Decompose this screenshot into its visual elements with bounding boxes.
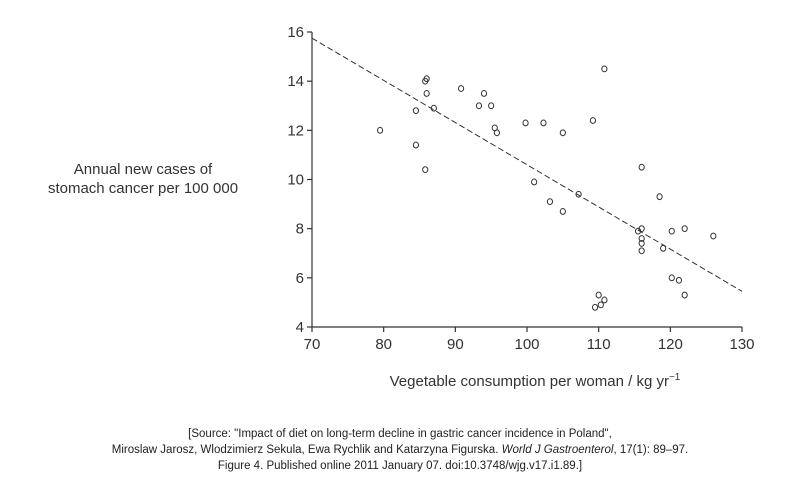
- data-point-34: [660, 244, 667, 252]
- x-axis-label: Vegetable consumption per woman / kg yr−…: [310, 372, 760, 390]
- x-tick-label-5: 120: [658, 336, 683, 353]
- data-point-29: [638, 225, 645, 233]
- source-line-1: [Source: "Impact of diet on long-term de…: [188, 428, 612, 440]
- data-point-26: [601, 296, 608, 304]
- x-axis-label-sup: −1: [668, 372, 681, 383]
- data-point-21: [589, 117, 597, 124]
- y-tick-label-6: 16: [287, 24, 304, 41]
- data-point-2: [412, 141, 420, 149]
- data-points: [376, 65, 717, 311]
- data-point-19: [559, 208, 566, 215]
- y-tick-label-3: 10: [287, 172, 304, 189]
- data-point-36: [668, 274, 675, 282]
- data-point-10: [480, 90, 488, 97]
- source-authors: Miroslaw Jarosz, Wlodzimierz Sekula, Ewa…: [111, 444, 502, 456]
- y-axis-label-line-2: stomach cancer per 100 000: [47, 180, 239, 197]
- data-point-4: [423, 75, 430, 83]
- data-point-40: [710, 232, 717, 240]
- data-point-32: [638, 247, 645, 255]
- x-tick-label-1: 80: [375, 336, 392, 353]
- source-line-2: Miroslaw Jarosz, Wlodzimierz Sekula, Ewa…: [0, 442, 800, 458]
- source-citation: [Source: "Impact of diet on long-term de…: [0, 426, 800, 474]
- data-point-13: [493, 129, 500, 137]
- data-point-30: [638, 235, 645, 242]
- data-point-25: [597, 301, 604, 309]
- y-tick-label-4: 12: [287, 122, 304, 139]
- data-point-24: [595, 291, 602, 299]
- x-tick-label-2: 90: [447, 336, 464, 353]
- data-point-33: [656, 193, 663, 201]
- data-point-20: [575, 190, 582, 198]
- x-tick-label-6: 130: [729, 336, 754, 353]
- data-point-37: [675, 276, 683, 284]
- source-volume: , 17(1): 89–97.: [613, 444, 689, 456]
- data-point-8: [457, 85, 465, 92]
- y-axis-label-line-1: Annual new cases of: [73, 161, 213, 178]
- x-axis-label-text: Vegetable consumption per woman / kg yr: [389, 373, 669, 390]
- data-point-6: [422, 166, 429, 174]
- data-point-7: [430, 104, 437, 112]
- source-journal: World J Gastroenterol: [501, 444, 614, 456]
- x-tick-label-3: 100: [514, 336, 539, 353]
- y-tick-label-2: 8: [296, 221, 304, 238]
- data-point-35: [668, 227, 675, 235]
- y-tick-label-0: 4: [296, 319, 304, 336]
- y-tick-label-1: 6: [296, 270, 304, 287]
- data-point-5: [423, 90, 430, 97]
- data-point-39: [681, 291, 688, 299]
- trendline-group: [311, 37, 743, 292]
- x-tick-label-0: 70: [304, 336, 321, 353]
- data-point-9: [475, 102, 483, 110]
- data-point-31: [638, 240, 645, 247]
- data-point-1: [412, 107, 420, 115]
- trendline: [311, 37, 743, 292]
- data-point-18: [559, 129, 566, 137]
- data-point-14: [522, 119, 529, 127]
- data-point-15: [531, 178, 538, 186]
- data-point-17: [546, 198, 554, 206]
- data-point-23: [591, 303, 599, 311]
- data-point-22: [601, 65, 608, 73]
- y-axis-label: Annual new cases of stomach cancer per 1…: [18, 160, 268, 198]
- data-point-11: [488, 102, 495, 110]
- y-tick-label-5: 14: [287, 73, 304, 90]
- data-point-28: [638, 163, 645, 171]
- x-tick-label-4: 110: [587, 336, 611, 353]
- scatter-chart: 70 80 90 100 110 120 130 4 6 8 10 12 14 16: [287, 24, 754, 353]
- data-point-0: [376, 126, 384, 134]
- source-line-3: Figure 4. Published online 2011 January …: [217, 460, 583, 472]
- data-point-38: [681, 225, 688, 233]
- ticks: 70 80 90 100 110 120 130 4 6 8 10 12 14 16: [287, 24, 754, 353]
- data-point-16: [540, 119, 547, 127]
